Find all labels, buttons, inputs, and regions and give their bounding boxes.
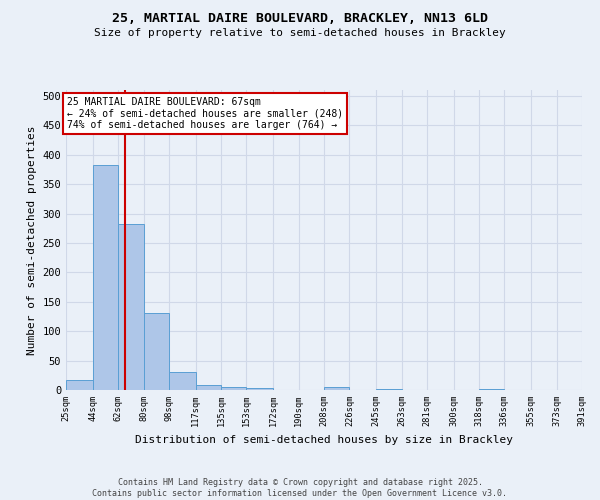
Y-axis label: Number of semi-detached properties: Number of semi-detached properties xyxy=(27,125,37,355)
Bar xyxy=(93,164,118,390)
Bar xyxy=(221,387,247,390)
Bar xyxy=(66,380,93,390)
Bar xyxy=(143,313,169,390)
Bar xyxy=(118,224,143,390)
Bar xyxy=(376,389,401,390)
Bar xyxy=(324,387,349,390)
X-axis label: Distribution of semi-detached houses by size in Brackley: Distribution of semi-detached houses by … xyxy=(135,434,513,444)
Text: Contains HM Land Registry data © Crown copyright and database right 2025.
Contai: Contains HM Land Registry data © Crown c… xyxy=(92,478,508,498)
Text: 25 MARTIAL DAIRE BOULEVARD: 67sqm
← 24% of semi-detached houses are smaller (248: 25 MARTIAL DAIRE BOULEVARD: 67sqm ← 24% … xyxy=(67,97,343,130)
Bar xyxy=(247,388,273,390)
Bar xyxy=(196,386,221,390)
Bar xyxy=(169,372,196,390)
Bar xyxy=(479,389,505,390)
Text: Size of property relative to semi-detached houses in Brackley: Size of property relative to semi-detach… xyxy=(94,28,506,38)
Text: 25, MARTIAL DAIRE BOULEVARD, BRACKLEY, NN13 6LD: 25, MARTIAL DAIRE BOULEVARD, BRACKLEY, N… xyxy=(112,12,488,26)
